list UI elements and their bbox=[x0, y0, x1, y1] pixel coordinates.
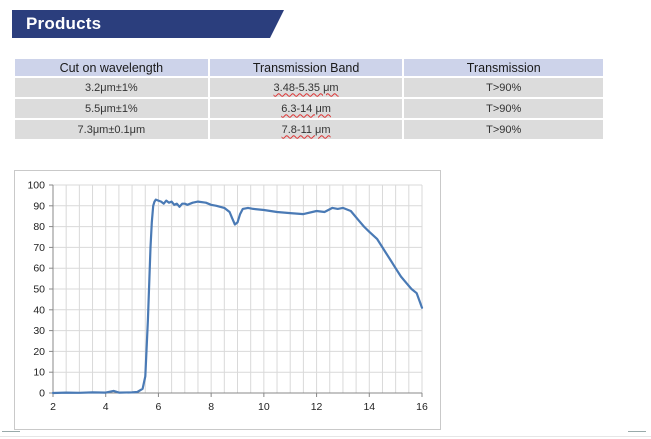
y-tick-label: 50 bbox=[33, 284, 45, 296]
cell-band: 7.8-11 μm bbox=[209, 120, 403, 139]
y-tick-label: 30 bbox=[33, 325, 45, 337]
scroll-marker-left bbox=[2, 431, 20, 439]
y-tick-label: 10 bbox=[33, 367, 45, 379]
x-tick-label: 8 bbox=[208, 401, 214, 413]
cell-band-text: 6.3-14 μm bbox=[281, 102, 331, 115]
cell-cut-on: 7.3μm±0.1μm bbox=[15, 120, 208, 139]
spec-table: Cut on wavelength Transmission Band Tran… bbox=[13, 57, 605, 141]
y-tick-label: 80 bbox=[33, 221, 45, 233]
banner-background bbox=[12, 10, 284, 38]
y-tick-label: 0 bbox=[39, 388, 45, 400]
header-cut-on-wavelength: Cut on wavelength bbox=[15, 59, 208, 76]
y-tick-label: 60 bbox=[33, 263, 45, 275]
banner-title: Products bbox=[26, 14, 102, 33]
y-tick-label: 90 bbox=[33, 200, 45, 212]
cell-transmission: T>90% bbox=[404, 99, 603, 118]
x-tick-label: 6 bbox=[156, 401, 162, 413]
cell-band: 3.48-5.35 μm bbox=[209, 78, 403, 97]
table-row: 3.2μm±1% 3.48-5.35 μm T>90% bbox=[15, 78, 603, 97]
table-row: 5.5μm±1% 6.3-14 μm T>90% bbox=[15, 99, 603, 118]
x-tick-label: 14 bbox=[363, 401, 375, 413]
scroll-marker-right bbox=[628, 431, 646, 439]
table-row: 7.3μm±0.1μm 7.8-11 μm T>90% bbox=[15, 120, 603, 139]
x-tick-label: 10 bbox=[258, 401, 270, 413]
x-tick-label: 4 bbox=[103, 401, 109, 413]
transmission-series-line bbox=[51, 198, 424, 395]
x-tick-label: 16 bbox=[416, 401, 428, 413]
cell-band: 6.3-14 μm bbox=[209, 99, 403, 118]
header-transmission: Transmission bbox=[404, 59, 603, 76]
cell-cut-on: 3.2μm±1% bbox=[15, 78, 208, 97]
y-tick-label: 20 bbox=[33, 346, 45, 358]
y-tick-label: 70 bbox=[33, 242, 45, 254]
chart-svg: 0 10 20 30 40 50 60 70 80 90 100 2 4 6 8 10 12 14 16 bbox=[27, 180, 428, 414]
table-header-row: Cut on wavelength Transmission Band Tran… bbox=[15, 59, 603, 76]
y-tick-label: 100 bbox=[27, 180, 45, 192]
cell-cut-on: 5.5μm±1% bbox=[15, 99, 208, 118]
footer-divider bbox=[0, 436, 651, 437]
x-tick-label: 2 bbox=[50, 401, 56, 413]
cell-transmission: T>90% bbox=[404, 78, 603, 97]
y-tick-label: 40 bbox=[33, 304, 45, 316]
transmission-chart: 0 10 20 30 40 50 60 70 80 90 100 2 4 6 8 10 12 14 16 bbox=[14, 170, 441, 430]
cell-band-text: 3.48-5.35 μm bbox=[273, 81, 339, 94]
x-tick-label: 12 bbox=[311, 401, 323, 413]
products-banner: Products bbox=[12, 10, 284, 38]
header-transmission-band: Transmission Band bbox=[209, 59, 403, 76]
cell-transmission: T>90% bbox=[404, 120, 603, 139]
cell-band-text: 7.8-11 μm bbox=[281, 123, 331, 136]
